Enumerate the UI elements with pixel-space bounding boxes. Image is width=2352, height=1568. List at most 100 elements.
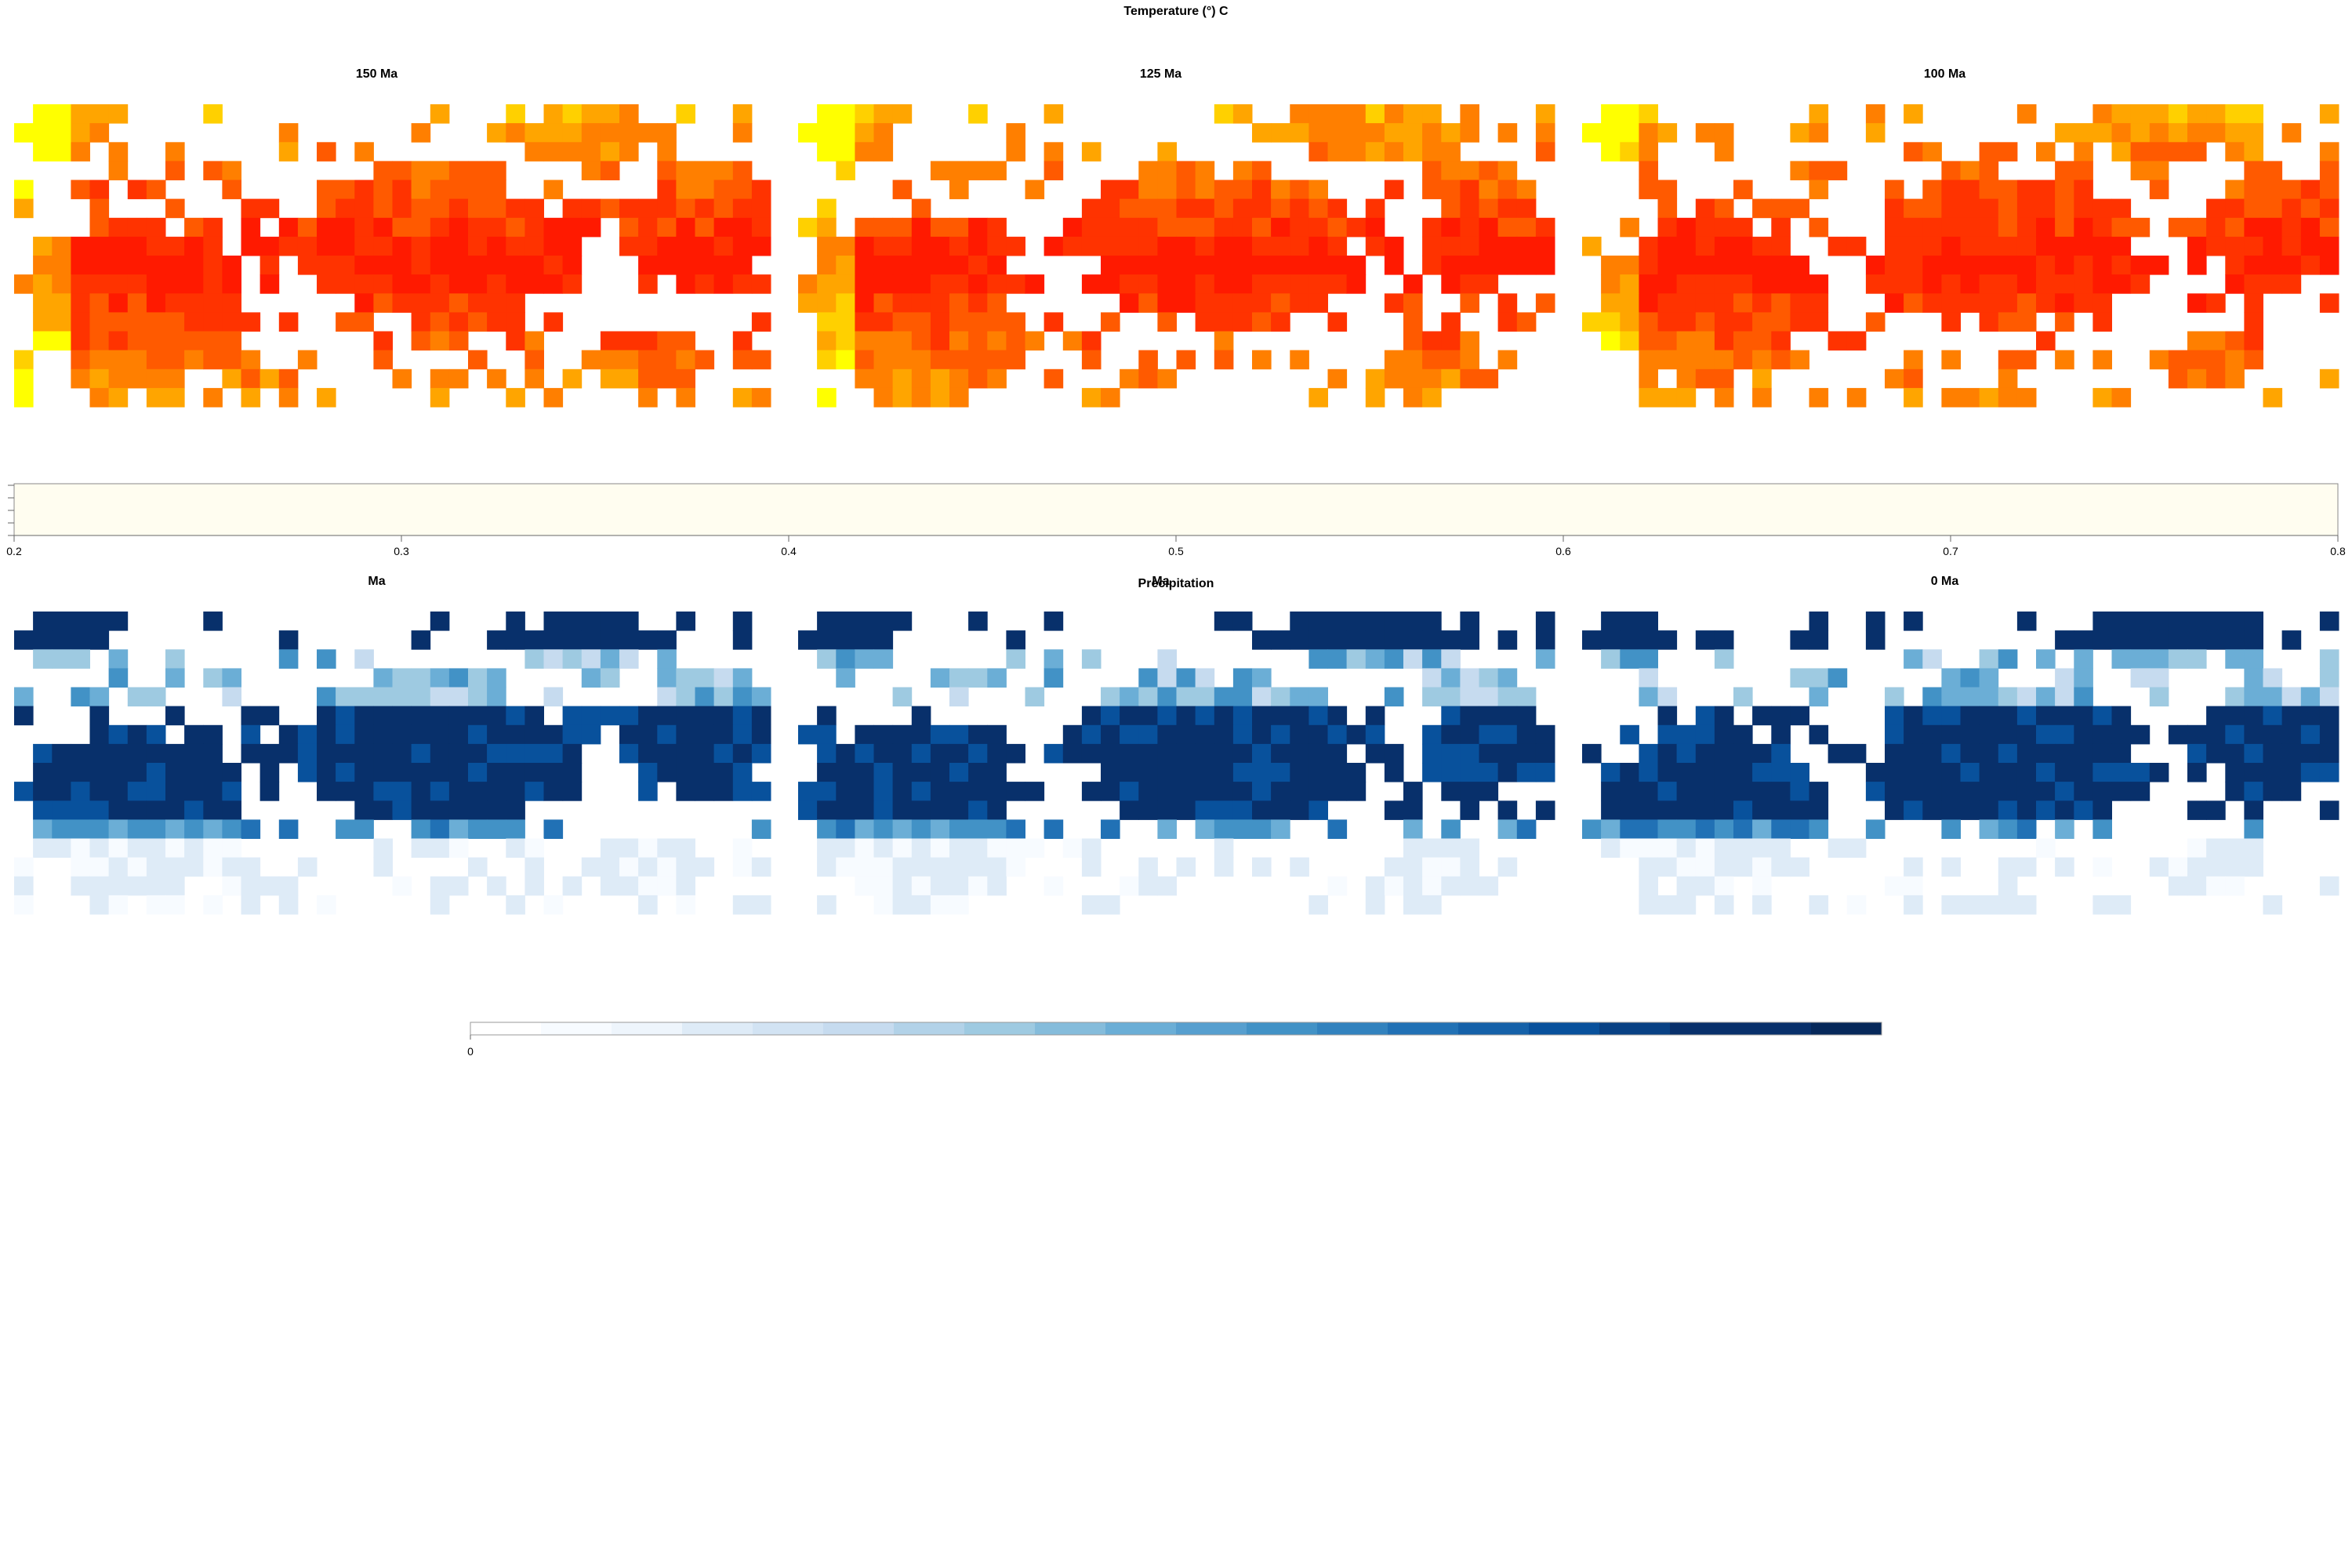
heat-cell: [1535, 612, 1555, 631]
heat-cell: [2206, 857, 2226, 877]
heat-cell: [203, 668, 223, 688]
heat-cell: [1960, 687, 1980, 707]
heat-cell: [1252, 668, 1272, 688]
heat-cell: [1979, 142, 1999, 162]
heat-cell: [1327, 706, 1348, 726]
heat-cell: [2281, 743, 2302, 764]
heat-cell: [487, 256, 506, 275]
heat-cell: [1497, 724, 1518, 745]
heat-cell: [2130, 142, 2151, 162]
heat-cell: [732, 763, 753, 782]
heat-cell: [1081, 274, 1102, 294]
heat-cell: [1752, 743, 1772, 764]
heat-cell: [817, 331, 837, 351]
heat-cell: [506, 123, 525, 143]
heat-cell: [987, 256, 1007, 275]
heat-cell: [373, 763, 393, 782]
heat-cell: [543, 312, 564, 332]
heat-cell: [1752, 800, 1772, 820]
heat-cell: [619, 649, 639, 669]
heat-cell: [1044, 612, 1064, 631]
heat-cell: [581, 612, 601, 631]
heat-cell: [1195, 256, 1215, 275]
heat-cell: [949, 161, 969, 180]
heat-cell: [600, 838, 620, 858]
heat-cell: [2111, 763, 2132, 782]
heat-cell: [1657, 123, 1678, 143]
heat-cell: [241, 236, 261, 256]
heat-cell: [448, 161, 469, 180]
heat-cell: [2016, 180, 2037, 200]
heat-cell: [354, 782, 374, 801]
heat-cell: [562, 123, 583, 143]
heat-cell: [2319, 743, 2339, 764]
heat-cell: [430, 104, 450, 124]
heat-cell: [1232, 782, 1253, 801]
heat-cell: [543, 649, 564, 669]
heat-cell: [1422, 236, 1442, 256]
heat-cell: [676, 217, 695, 238]
heat-cell: [2225, 838, 2245, 858]
heat-cell: [619, 612, 639, 631]
heat-cell: [732, 123, 753, 143]
heat-cell: [619, 876, 639, 896]
heat-cell: [146, 350, 166, 370]
heat-cell: [1979, 274, 1999, 294]
heat-cell: [506, 819, 525, 839]
heat-cell: [108, 312, 129, 332]
heat-cell: [2300, 198, 2321, 219]
colorbar-tick-label: 0.8: [2330, 545, 2346, 557]
heat-cell: [619, 142, 639, 162]
heat-cell: [2319, 142, 2339, 162]
heat-cell: [1479, 368, 1499, 389]
heat-cell: [2016, 104, 2037, 124]
heat-cell: [411, 782, 431, 801]
heat-cell: [600, 857, 620, 877]
heat-cell: [2074, 256, 2093, 275]
heat-cell: [146, 724, 166, 745]
heat-cell: [713, 743, 734, 764]
heat-cell: [1904, 350, 1923, 370]
heat-cell: [2225, 331, 2245, 351]
heat-cell: [2055, 857, 2074, 877]
heat-cell: [222, 668, 241, 688]
heat-cell: [524, 331, 544, 351]
heat-cell: [873, 312, 894, 332]
heat-cell: [2092, 706, 2112, 726]
heat-cell: [33, 293, 53, 313]
heat-cell: [1620, 800, 1639, 820]
heat-cell: [695, 724, 715, 745]
heat-cell: [1535, 236, 1555, 256]
heat-cell: [1639, 687, 1658, 707]
heat-cell: [1271, 724, 1290, 745]
heat-cell: [1714, 142, 1734, 162]
heat-cell: [1441, 724, 1461, 745]
heat-cell: [184, 838, 204, 858]
heat-cell: [278, 819, 299, 839]
heat-cell: [2016, 217, 2037, 238]
heat-cell: [260, 743, 280, 764]
heat-cell: [1865, 630, 1886, 650]
heat-cell: [1157, 876, 1177, 896]
heat-cell: [2244, 104, 2263, 124]
heat-cell: [2036, 293, 2056, 313]
heat-cell: [873, 819, 894, 839]
heat-cell: [1516, 763, 1537, 782]
heat-cell: [1252, 312, 1272, 332]
heat-cell: [1922, 142, 1942, 162]
heat-cell: [892, 274, 913, 294]
heat-cell: [892, 724, 913, 745]
heat-cell: [873, 630, 894, 650]
heat-cell: [1308, 743, 1328, 764]
heat-cell: [1441, 649, 1461, 669]
heat-cell: [2016, 800, 2037, 820]
heat-cell: [184, 819, 204, 839]
heat-cell: [2149, 123, 2169, 143]
heat-cell: [2074, 274, 2093, 294]
heat-cell: [1733, 180, 1753, 200]
heat-cell: [1327, 724, 1348, 745]
heat-cell: [732, 104, 753, 124]
heat-cell: [1441, 782, 1461, 801]
heat-cell: [562, 876, 583, 896]
heat-cell: [1657, 706, 1678, 726]
